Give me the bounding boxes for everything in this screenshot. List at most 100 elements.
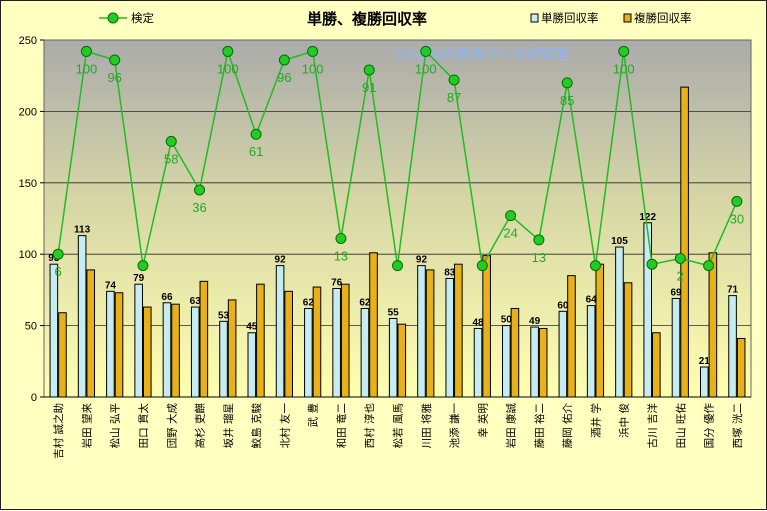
place-return-bar [482,255,491,398]
line-data-label: 96 [107,70,121,85]
win-return-data-label: 55 [388,307,400,318]
win-return-bar [417,265,426,398]
line-data-label: 100 [76,61,98,76]
place-return-bar [623,282,633,398]
place-return-bar [114,292,124,398]
category-label: 坂井 瑠星 [222,403,235,448]
win-return-data-label: 92 [275,255,287,266]
line-data-label: 91 [362,80,376,95]
category-label: 岩田 康誠 [505,403,518,449]
win-return-bar [671,297,681,398]
line-marker [307,45,319,57]
category-label: 田山 旺佑 [674,403,687,449]
win-return-data-label: 105 [611,236,628,247]
win-return-data-label: 113 [74,225,91,236]
category-label: 高杉 吏麒 [194,403,207,449]
line-marker [703,260,715,272]
place-return-bar [142,306,152,398]
line-marker [335,232,347,244]
place-return-bar [567,275,576,398]
place-return-bar [538,327,548,398]
x-axis-labels: 吉村 誠之助 岩田 望来 松山 弘平 田口 貫太 団野 大成 高杉 吏麒 坂井 瑠星 鮫島 克… [52,403,744,459]
category-label: 池添 謙一 [448,403,461,449]
line-data-label: 36 [192,200,206,215]
win-return-data-label: 49 [529,316,541,327]
line-data-label: 6 [55,264,62,279]
place-return-bar [510,307,520,398]
win-return-data-label: 45 [246,322,258,333]
line-marker [278,54,290,66]
line-marker [589,260,601,272]
legend-bar2-swatch [623,13,632,23]
win-return-bar [304,307,313,398]
win-return-data-label: 62 [359,297,371,308]
line-marker [646,258,658,270]
place-return-bar [256,283,265,398]
place-return-bar [227,299,237,398]
place-return-bar [199,280,209,398]
category-label: 吉村 誠之助 [52,403,65,459]
win-return-data-label: 66 [161,292,173,303]
line-data-label: 13 [334,248,348,263]
win-return-bar [530,326,539,398]
place-return-bar [312,286,322,398]
win-return-bar [615,246,624,398]
win-return-bar [190,306,200,398]
line-marker [109,54,121,66]
watermark-text: ©Camiの競馬データ研究室 [393,46,569,63]
win-return-data-label: 69 [670,287,682,298]
line-data-label: 30 [730,211,744,226]
win-return-data-label: 50 [501,315,513,326]
place-return-bar [58,312,67,398]
win-return-bar [275,265,285,398]
line-marker [731,195,743,207]
category-label: 北村 友一 [278,403,291,449]
category-label: 団野 大成 [165,403,178,449]
category-label: 和田 竜二 [335,403,348,448]
win-return-data-label: 76 [331,277,343,288]
y-tick-label: 0 [31,392,37,404]
win-return-bar [134,283,143,398]
win-return-bar [219,320,228,398]
y-tick-label: 200 [19,106,37,118]
line-marker [194,184,206,196]
win-return-data-label: 74 [105,280,117,291]
category-label: 鮫島 克駿 [250,403,263,449]
win-return-bar [558,310,568,398]
place-return-bar [397,323,407,398]
line-marker [165,135,177,147]
place-return-bar [171,303,180,398]
line-marker [137,260,149,272]
y-tick-label: 100 [19,249,37,261]
place-return-bar [369,252,378,398]
line-marker [476,260,488,272]
chart-title: 単勝、複勝回収率 [307,10,427,28]
y-tick-label: 250 [19,35,37,47]
win-return-data-label: 48 [472,317,484,328]
category-label: 酒井 学 [589,403,602,438]
line-marker [448,74,460,86]
line-marker [80,45,92,57]
win-return-bar [162,302,172,398]
category-label: 古川 吉洋 [646,403,659,449]
win-return-data-label: 21 [699,356,711,367]
category-label: 幸 英明 [476,403,489,438]
legend-bar1-label: 単勝回収率 [541,11,599,25]
win-return-bar [49,263,59,398]
line-marker [420,45,432,57]
category-label: 浜中 俊 [618,403,631,438]
place-return-bar [680,86,689,398]
line-marker [674,252,686,264]
line-marker [561,77,573,89]
line-data-label: 87 [447,90,461,105]
line-marker [52,248,64,260]
y-tick-label: 50 [25,321,37,333]
category-label: 藤岡 佑介 [561,403,574,449]
place-return-bar [425,269,435,398]
category-label: 武 豊 [307,403,320,427]
line-data-label: 100 [613,61,635,76]
place-return-bar [595,263,605,398]
win-return-bar [332,287,341,398]
line-data-label: 85 [560,93,574,108]
